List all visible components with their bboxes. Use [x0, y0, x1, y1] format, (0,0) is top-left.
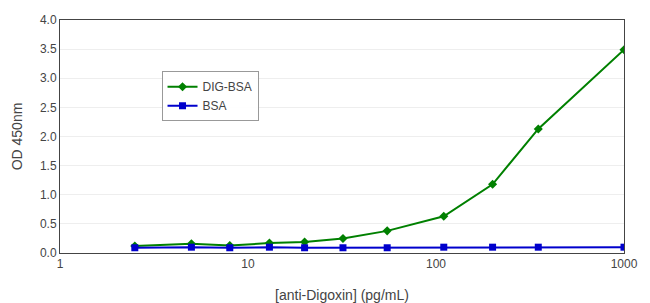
- svg-text:4.0: 4.0: [40, 13, 57, 27]
- svg-text:0.5: 0.5: [40, 217, 57, 231]
- svg-text:3.0: 3.0: [40, 71, 57, 85]
- svg-text:1.5: 1.5: [40, 159, 57, 173]
- svg-text:10: 10: [241, 257, 255, 271]
- svg-text:3.5: 3.5: [40, 42, 57, 56]
- svg-text:1000: 1000: [611, 257, 638, 271]
- svg-text:100: 100: [426, 257, 446, 271]
- svg-text:DIG-BSA: DIG-BSA: [203, 80, 252, 94]
- svg-text:OD 450nm: OD 450nm: [9, 103, 25, 171]
- svg-text:2.5: 2.5: [40, 101, 57, 115]
- svg-text:BSA: BSA: [203, 99, 227, 113]
- svg-text:2.0: 2.0: [40, 130, 57, 144]
- svg-text:0.0: 0.0: [40, 246, 57, 260]
- svg-text:1.0: 1.0: [40, 188, 57, 202]
- svg-text:[anti-Digoxin] (pg/mL): [anti-Digoxin] (pg/mL): [275, 287, 409, 303]
- svg-text:1: 1: [57, 257, 64, 271]
